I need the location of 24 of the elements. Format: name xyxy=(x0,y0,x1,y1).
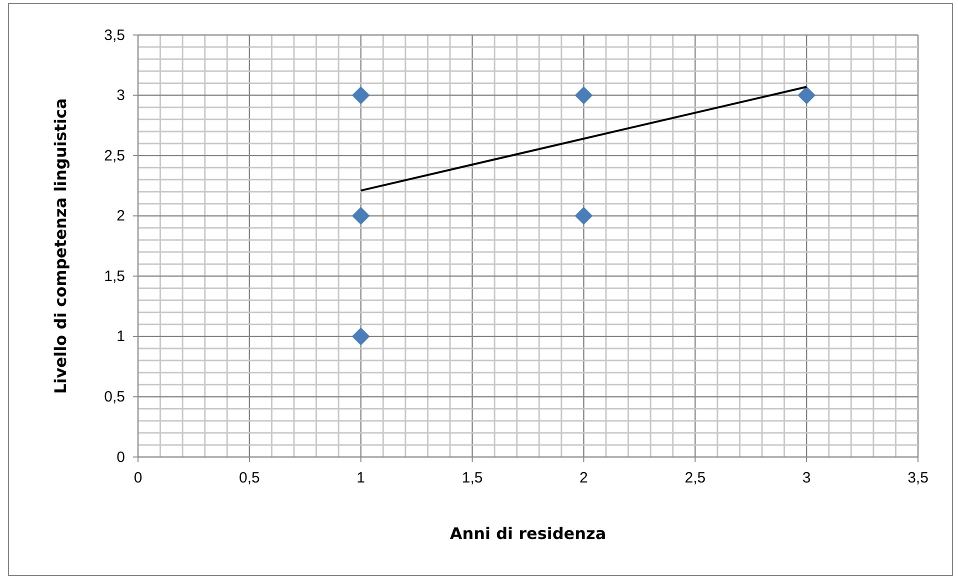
x-tick-label: 3 xyxy=(802,470,811,487)
x-axis-title: Anni di residenza xyxy=(450,524,606,543)
x-tick-label: 1 xyxy=(356,470,366,487)
y-tick-label: 3,5 xyxy=(104,26,125,44)
point xyxy=(798,86,816,104)
x-tick-label: 0,5 xyxy=(239,470,260,487)
x-tick-label: 3,5 xyxy=(908,470,928,487)
point xyxy=(574,86,593,104)
y-tick-label: 2,5 xyxy=(104,147,125,164)
x-tick-label: 1,5 xyxy=(462,470,483,487)
x-tick-label: 2,5 xyxy=(684,470,706,487)
y-axis-title: Livello di competenza linguistica xyxy=(51,98,70,394)
point xyxy=(574,206,593,225)
point xyxy=(352,86,370,104)
y-tick-label: 1 xyxy=(116,328,125,346)
y-tick-label: 1,5 xyxy=(104,268,125,285)
point xyxy=(352,327,370,346)
y-tick-label: 0 xyxy=(116,448,125,466)
point xyxy=(352,206,370,225)
x-tick-label: 0 xyxy=(134,470,142,487)
y-tick-label: 0,5 xyxy=(104,388,125,406)
y-tick-label: 3 xyxy=(116,87,125,104)
y-tick-label: 2 xyxy=(116,208,125,225)
x-tick-label: 2 xyxy=(580,470,588,487)
